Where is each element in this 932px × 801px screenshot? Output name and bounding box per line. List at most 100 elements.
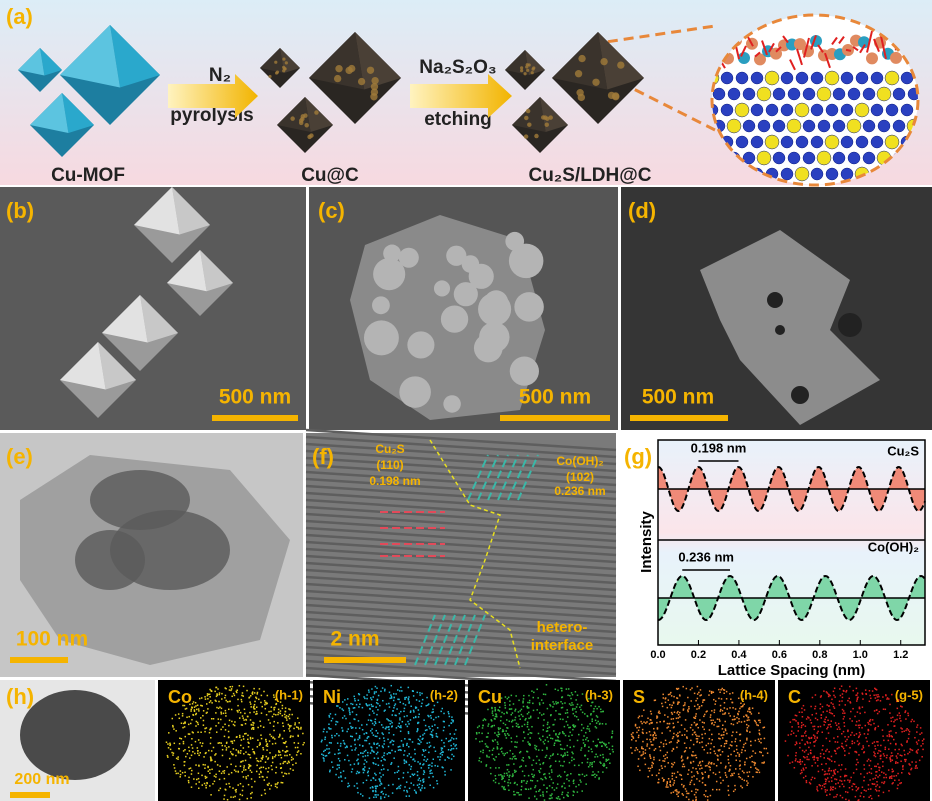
eds-dot: [322, 757, 325, 759]
eds-dot: [578, 784, 580, 786]
eds-dot: [877, 752, 879, 754]
eds-dot: [826, 789, 828, 791]
atom: [772, 119, 786, 133]
eds-dot: [836, 793, 838, 796]
eds-dot: [225, 747, 228, 749]
eds-dot: [546, 791, 548, 793]
eds-dot: [230, 708, 233, 711]
eds-dot: [849, 685, 851, 688]
eds-dot: [646, 738, 648, 741]
eds-dot: [557, 797, 559, 800]
eds-dot: [874, 788, 877, 791]
eds-dot: [580, 729, 583, 732]
eds-dot: [393, 696, 395, 699]
octahedron-face: [167, 250, 207, 292]
eds-dot: [742, 704, 744, 707]
eds-dot: [450, 744, 452, 747]
eds-dot: [498, 706, 501, 709]
eds-dot: [801, 749, 804, 752]
eds-dot: [253, 705, 255, 708]
particle: [523, 134, 529, 139]
atom: [817, 119, 831, 133]
eds-dot: [182, 704, 184, 707]
eds-dot: [664, 714, 666, 716]
eds-dot: [495, 756, 497, 758]
eds-dot: [546, 730, 549, 732]
eds-dot: [172, 752, 175, 754]
eds-dot: [808, 746, 810, 749]
eds-dot: [566, 716, 569, 718]
eds-dot: [878, 769, 881, 771]
eds-dot: [249, 701, 251, 703]
eds-dot: [387, 795, 390, 797]
eds-dot: [673, 711, 676, 713]
eds-dot: [389, 697, 391, 700]
eds-dot: [253, 722, 255, 724]
eds-dot: [222, 726, 224, 728]
eds-dot: [238, 798, 241, 801]
eds-dot: [182, 742, 185, 745]
eds-dot: [320, 740, 323, 743]
eds-dot: [876, 741, 878, 743]
eds-dot: [751, 760, 754, 763]
eds-dot: [904, 760, 907, 763]
eds-dot: [240, 724, 243, 726]
particle: [534, 133, 539, 139]
eds-dot: [889, 758, 892, 761]
eds-dot: [896, 757, 898, 759]
eds-dot: [527, 788, 530, 791]
eds-dot: [292, 758, 294, 760]
eds-dot: [899, 717, 901, 720]
eds-dot: [675, 717, 678, 720]
eds-dot: [253, 687, 255, 690]
eds-dot: [611, 748, 614, 751]
eds-dot: [426, 729, 428, 731]
eds-dot: [877, 693, 879, 696]
eds-dot: [873, 710, 876, 712]
eds-dot: [233, 724, 236, 727]
eds-dot: [215, 731, 218, 733]
eds-dot: [667, 716, 669, 718]
eds-dot: [215, 712, 217, 714]
eds-dot: [261, 705, 263, 708]
eds-dot: [336, 705, 338, 707]
eds-dot: [746, 730, 748, 733]
eds-dot: [698, 762, 701, 764]
eds-dot: [702, 776, 704, 779]
eds-dot: [718, 750, 720, 752]
eds-dot: [539, 763, 541, 766]
eds-dot: [388, 732, 390, 734]
eds-dot: [902, 765, 904, 767]
eds-dot: [518, 794, 521, 796]
eds-dot: [270, 735, 273, 738]
eds-dot: [390, 741, 392, 743]
eds-dot: [506, 772, 508, 775]
bond: [740, 45, 747, 57]
eds-dot: [204, 696, 206, 698]
eds-dot: [837, 722, 840, 725]
eds-dot: [382, 774, 384, 776]
eds-dot: [390, 697, 393, 699]
eds-dot: [791, 761, 794, 763]
eds-dot: [575, 711, 577, 713]
eds-dot: [561, 702, 564, 705]
eds-dot: [498, 710, 501, 712]
eds-dot: [672, 736, 675, 738]
eds-dot: [249, 695, 252, 697]
eds-dot: [659, 749, 662, 752]
eds-dot: [669, 783, 671, 786]
eds-dot: [219, 706, 221, 708]
eds-dot: [541, 749, 544, 751]
eds-dot: [281, 714, 284, 717]
eds-dot: [841, 700, 843, 702]
eds-dot: [874, 752, 876, 755]
eds-dot: [868, 700, 871, 703]
eds-dot: [672, 747, 675, 750]
eds-dot: [321, 753, 323, 756]
eds-dot: [229, 700, 231, 703]
eds-dot: [833, 796, 835, 798]
eds-dot: [656, 717, 658, 719]
eds-dot: [274, 738, 276, 740]
eds-dot: [375, 796, 377, 798]
eds-dot: [832, 788, 834, 791]
